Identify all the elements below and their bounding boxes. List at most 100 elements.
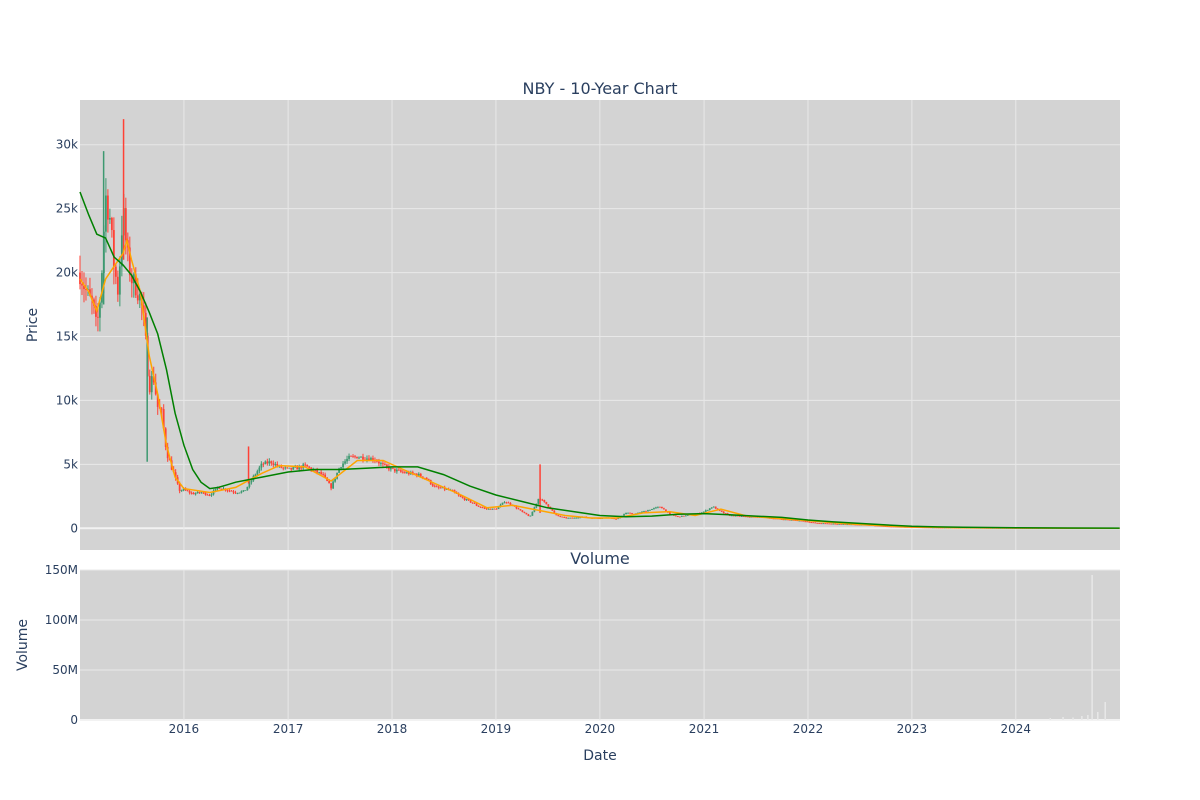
candle-body — [577, 517, 580, 519]
candle-body — [557, 515, 560, 517]
candle-body — [814, 522, 817, 524]
candle-body — [238, 492, 241, 494]
candle-body — [83, 285, 85, 290]
candle-body — [282, 467, 285, 469]
candle-body — [425, 478, 428, 480]
candle-body — [274, 463, 277, 465]
candle-body — [346, 458, 348, 462]
candle-body — [515, 506, 518, 509]
candle-body — [256, 471, 259, 475]
candle-body — [99, 302, 101, 318]
volume-bar — [1087, 715, 1089, 720]
candle-body — [884, 526, 887, 527]
candle-body — [124, 208, 127, 241]
candle-body — [378, 461, 380, 464]
candle-body — [657, 506, 659, 508]
candle-body — [150, 376, 153, 393]
x-tick-label: 2020 — [585, 722, 616, 736]
price-y-ticks: 0 5k 10k 15k 20k 25k 30k — [56, 138, 78, 536]
candle-body — [97, 316, 99, 318]
candle-body — [222, 488, 225, 490]
candle-body — [101, 273, 103, 303]
candle-body — [571, 517, 574, 519]
candle-body — [421, 476, 424, 478]
candle-body — [553, 510, 556, 513]
candle-body — [380, 463, 382, 465]
candle-body — [166, 446, 169, 459]
candle-body — [547, 504, 550, 507]
candle-body — [298, 466, 301, 470]
candle-body — [276, 463, 279, 466]
date-x-axis-title: Date — [583, 748, 616, 764]
candle-body — [822, 523, 825, 525]
candle-body — [230, 490, 233, 492]
candle-body — [288, 467, 291, 469]
candle-body — [748, 516, 751, 518]
candle-body — [521, 510, 524, 512]
candle-body — [262, 463, 265, 465]
candle-body — [649, 509, 651, 511]
candle-body — [473, 503, 476, 504]
price-y-tick-label: 20k — [56, 266, 78, 280]
candle-body — [844, 524, 847, 525]
candle-body — [218, 487, 221, 489]
candle-body — [653, 508, 655, 509]
candle-body — [527, 514, 530, 516]
candle-body — [286, 467, 289, 469]
candle-body — [266, 461, 269, 464]
candle-body — [407, 472, 410, 475]
candle-body — [816, 522, 819, 524]
volume-y-tick-label: 50M — [52, 663, 78, 677]
date-x-ticks: 2016 2017 2018 2019 2020 2021 2022 2023 2024 — [169, 722, 1031, 736]
x-tick-label: 2022 — [793, 722, 824, 736]
candle-body — [254, 474, 257, 477]
candle-body — [702, 511, 705, 513]
x-tick-label: 2017 — [273, 722, 304, 736]
candle-body — [463, 497, 466, 500]
candle-body — [142, 305, 145, 313]
candle-body — [338, 468, 340, 473]
price-y-tick-label: 30k — [56, 138, 78, 152]
candle-body — [485, 508, 488, 509]
candle-body — [232, 491, 235, 493]
volume-bar — [1049, 718, 1051, 720]
candle-body — [672, 514, 675, 516]
candle-body — [439, 487, 442, 489]
candle-body — [81, 284, 83, 286]
candle-body — [828, 523, 831, 525]
candle-body — [481, 507, 484, 509]
candle-body — [194, 493, 197, 495]
candle-body — [676, 516, 679, 517]
candle-body — [838, 523, 841, 525]
candle-body — [344, 461, 346, 464]
candle-body — [734, 515, 737, 517]
candle-body — [565, 517, 568, 519]
candle-body — [405, 472, 408, 474]
volume-bar — [1091, 575, 1093, 720]
candle-body — [362, 456, 364, 460]
candle-body — [824, 523, 827, 525]
candle-body — [623, 514, 625, 516]
candle-body — [661, 506, 663, 509]
x-tick-label: 2019 — [481, 722, 512, 736]
candle-body — [200, 492, 203, 494]
candle-body — [563, 516, 566, 518]
candle-body — [509, 502, 512, 505]
candle-body — [196, 492, 199, 494]
candle-body — [433, 485, 436, 487]
candle-body — [134, 274, 137, 296]
candle-body — [730, 515, 733, 517]
moving-average-long-line — [79, 191, 1120, 529]
candle-body — [366, 458, 368, 460]
volume-bar — [1062, 717, 1064, 720]
candle-body — [192, 492, 195, 495]
candle-body — [280, 465, 283, 468]
candle-body — [244, 490, 247, 492]
candle-body — [236, 493, 239, 494]
candle-body — [417, 473, 420, 476]
candle-body — [641, 511, 643, 513]
candle-body — [198, 492, 201, 493]
candle-body — [240, 491, 243, 493]
volume-bar — [1081, 716, 1083, 720]
candle-body — [144, 312, 147, 336]
